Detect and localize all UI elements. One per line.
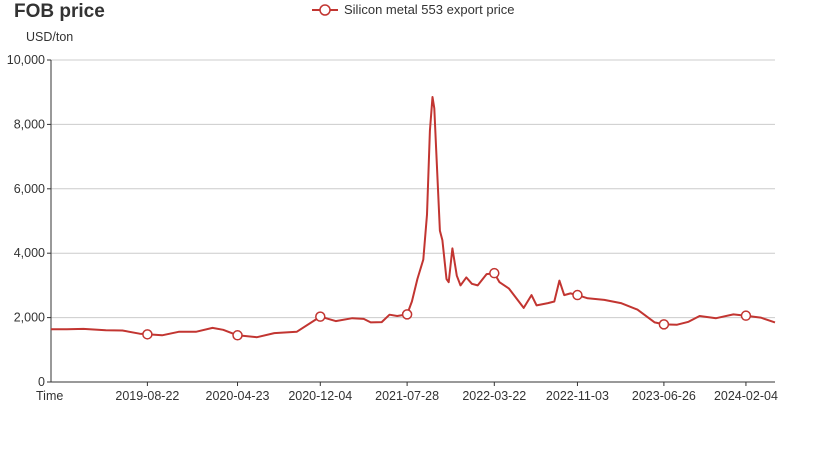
y-tick-label: 8,000 xyxy=(14,117,45,131)
y-axis-unit-label: USD/ton xyxy=(26,30,74,44)
x-tick-label: 2022-11-03 xyxy=(546,389,609,403)
data-point-marker xyxy=(489,267,500,279)
x-tick-label: 2020-04-23 xyxy=(206,389,270,403)
data-point-marker xyxy=(232,330,243,341)
x-tick-label: 2021-07-28 xyxy=(375,389,439,403)
series-line xyxy=(51,96,776,339)
y-tick-label: 2,000 xyxy=(14,311,45,325)
data-point-marker xyxy=(740,310,752,321)
x-tick-label: 2023-06-26 xyxy=(632,389,696,403)
legend-line-circle-icon xyxy=(312,3,338,16)
data-point-marker xyxy=(315,311,326,322)
legend-label: Silicon metal 553 export price xyxy=(344,2,515,17)
x-axis: Time 2019-08-22 2020-04-23 2020-12-04 2021-… xyxy=(36,381,778,403)
grid-lines xyxy=(51,59,775,319)
chart-title: FOB price xyxy=(14,1,105,22)
data-point-marker xyxy=(658,319,670,330)
data-point-marker xyxy=(572,289,583,301)
y-tick-label: 6,000 xyxy=(14,182,45,196)
x-tick-label: 2020-12-04 xyxy=(288,389,352,403)
x-tick-label: 2024-02-04 xyxy=(714,389,778,403)
x-axis-label: Time xyxy=(36,389,63,403)
y-tick-label: 0 xyxy=(38,375,45,389)
y-tick-label: 4,000 xyxy=(14,246,45,260)
data-point-marker xyxy=(401,309,413,320)
x-tick-label: 2019-08-22 xyxy=(115,389,179,403)
y-tick-label: 10,000 xyxy=(7,53,45,67)
y-axis: 0 2,000 4,000 6,000 8,000 10,000 xyxy=(7,53,52,389)
series-silicon-metal-553 xyxy=(51,96,776,341)
data-point-marker xyxy=(142,329,153,340)
x-tick-label: 2022-03-22 xyxy=(462,389,526,403)
legend[interactable]: Silicon metal 553 export price xyxy=(312,2,515,17)
